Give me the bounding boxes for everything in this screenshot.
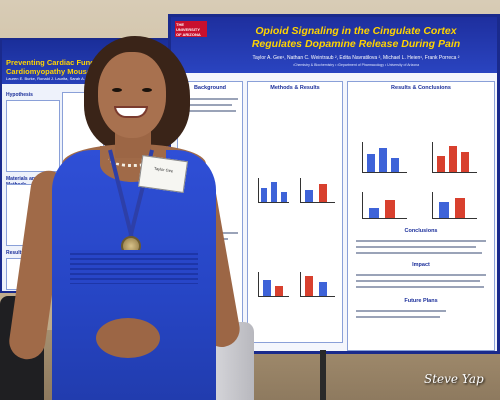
methods-column: Methods & Results [247,81,343,343]
conclusions-heading: Conclusions [404,228,438,234]
eye [142,88,152,92]
left-poster-panel [6,100,60,172]
name-badge: Taylor Gee [137,154,189,194]
graph-bar [461,152,469,172]
poster-stand [320,350,326,400]
text-line [356,252,482,254]
graph-bar [437,156,445,172]
main-poster: THE UNIVERSITY OF ARIZONA Opioid Signali… [168,14,500,354]
graph-bar [385,200,395,218]
graph-bar [271,182,277,202]
figure-graph [300,178,335,203]
impact-heading: Impact [412,262,430,268]
university-logo: THE UNIVERSITY OF ARIZONA [175,21,207,37]
results-column: Results & Conclusions Conclusions [347,81,495,351]
text-line [356,240,486,242]
graph-bar [319,282,327,296]
left-poster-authors: Lauren E. Burke, Ronald J. Laurita, Sara… [6,76,104,81]
photographer-watermark: Steve Yap [424,372,484,386]
text-line [356,286,484,288]
graph-bar [367,154,375,172]
figure-graph [300,272,335,297]
text-line [356,316,440,318]
text-line [356,274,486,276]
left-poster-title: Preventing Cardiac Function Deficit in D… [6,58,169,76]
left-poster-hypothesis-heading: Hypothesis [6,92,33,98]
eye [112,88,122,92]
main-poster-title: Opioid Signaling in the Cingulate Cortex… [251,25,461,50]
graph-bar [305,276,313,296]
graph-bar [263,280,271,296]
left-poster-results-heading: Results [6,250,25,256]
main-poster-affiliation: ¹Chemistry & Biochemistry • ²Department … [292,63,420,67]
future-plans-heading: Future Plans [404,298,438,304]
face [98,52,166,138]
graph-bar [439,202,449,218]
text-line [356,280,480,282]
graph-bar [449,146,457,172]
graph-bar [455,198,465,218]
text-line [182,104,232,106]
figure-graph [362,142,407,173]
main-poster-banner [171,17,497,73]
clasped-hands [96,318,160,358]
graph-bar [319,184,327,202]
pearl-necklace [108,150,156,167]
graph-bar [281,192,287,202]
text-line [356,310,446,312]
text-line [356,246,476,248]
figure-graph [258,178,289,203]
figure-graph [432,142,477,173]
graph-bar [275,286,283,296]
figure-graph [362,192,407,219]
name-badge-text: Taylor Gee [153,165,174,174]
text-line [182,110,236,112]
figure-graph [258,272,289,297]
graph-bar [369,208,379,218]
graph-bar [261,188,267,202]
graph-bar [379,148,387,172]
main-poster-authors: Taylor A. Gee¹, Nathan C. Weintraub ², E… [252,55,460,61]
background-heading: Background [193,85,227,91]
dress-waistband [70,250,198,284]
methods-heading: Methods & Results [270,85,320,91]
figure-graph [432,192,477,219]
graph-bar [391,158,399,172]
text-line [182,98,238,100]
results-heading: Results & Conclusions [391,85,451,91]
graph-bar [305,190,313,202]
